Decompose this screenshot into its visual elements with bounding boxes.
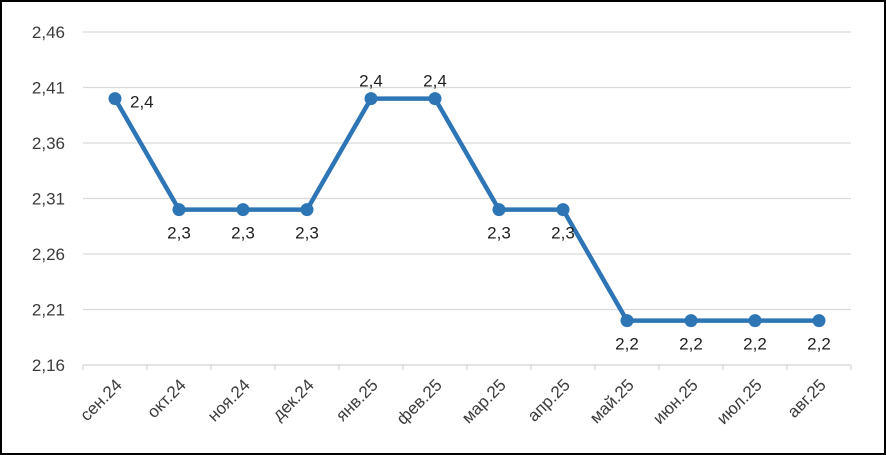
- data-point-marker: [172, 203, 186, 217]
- data-point-marker: [236, 203, 250, 217]
- data-point-label: 2,4: [130, 93, 154, 112]
- x-axis-tick-label: мар.25: [458, 375, 510, 427]
- data-point-label: 2,2: [679, 335, 703, 354]
- y-axis-tick-label: 2,26: [32, 245, 65, 264]
- x-axis-tick-label: сен.24: [76, 375, 125, 424]
- data-point-marker: [684, 314, 698, 328]
- series-line: [112, 96, 822, 323]
- x-axis-tick-label: июл.25: [713, 375, 766, 428]
- y-axis-tick-label: 2,41: [32, 79, 65, 98]
- y-axis-tick-label: 2,36: [32, 134, 65, 153]
- data-point-marker: [556, 203, 570, 217]
- x-axis-tick-label: авг.25: [784, 375, 830, 421]
- data-point-marker: [300, 203, 314, 217]
- data-point-marker: [620, 314, 634, 328]
- x-axis-tick-label: май.25: [586, 375, 638, 427]
- data-point-marker: [812, 314, 826, 328]
- data-point-label: 2,3: [487, 224, 511, 243]
- data-point-label: 2,2: [807, 335, 831, 354]
- y-axis-tick-label: 2,31: [32, 190, 65, 209]
- data-point-marker: [428, 92, 442, 106]
- data-point-label: 2,2: [615, 335, 639, 354]
- x-axis-tick-label: апр.25: [524, 375, 574, 425]
- x-axis-tick-label: окт.24: [143, 375, 189, 421]
- x-axis-tick-label: дек.24: [269, 375, 318, 424]
- x-axis-tick-label: ноя.24: [204, 375, 254, 425]
- data-point-label: 2,3: [295, 224, 319, 243]
- data-point-label: 2,3: [231, 224, 255, 243]
- data-point-marker: [748, 314, 762, 328]
- data-point-marker: [364, 92, 378, 106]
- x-axis-tick-label: июн.25: [649, 375, 702, 428]
- data-point-label: 2,3: [167, 224, 191, 243]
- x-axis-tick-label: янв.25: [332, 375, 382, 425]
- y-axis-tick-label: 2,46: [32, 23, 65, 42]
- data-point-label: 2,4: [359, 72, 383, 91]
- y-axis-tick-label: 2,21: [32, 301, 65, 320]
- data-point-marker: [492, 203, 506, 217]
- data-point-label: 2,4: [423, 72, 447, 91]
- data-point-label: 2,2: [743, 335, 767, 354]
- y-axis-tick-label: 2,16: [32, 356, 65, 375]
- x-axis-tick-label: фев.25: [393, 375, 446, 428]
- data-point-marker: [108, 92, 122, 106]
- data-point-label: 2,3: [551, 224, 575, 243]
